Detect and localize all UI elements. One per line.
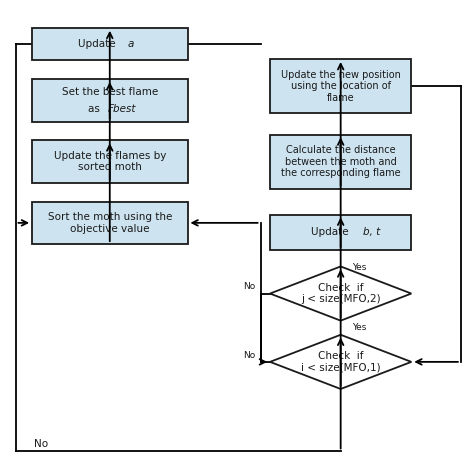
Text: No: No bbox=[35, 439, 48, 449]
Text: Set the best flame: Set the best flame bbox=[62, 87, 158, 97]
FancyBboxPatch shape bbox=[32, 79, 188, 121]
Text: a: a bbox=[128, 39, 134, 49]
FancyBboxPatch shape bbox=[270, 215, 411, 250]
Text: Check  if
i < size(MFO,1): Check if i < size(MFO,1) bbox=[301, 351, 381, 373]
Text: No: No bbox=[244, 282, 256, 291]
Text: Calculate the distance
between the moth and
the corresponding flame: Calculate the distance between the moth … bbox=[281, 145, 401, 178]
Text: No: No bbox=[244, 350, 256, 359]
Text: Yes: Yes bbox=[353, 323, 367, 332]
Text: Yes: Yes bbox=[353, 263, 367, 272]
Text: Sort the moth using the
objective value: Sort the moth using the objective value bbox=[47, 212, 172, 234]
FancyBboxPatch shape bbox=[270, 135, 411, 189]
Text: as: as bbox=[88, 104, 103, 114]
Text: Update the flames by
sorted moth: Update the flames by sorted moth bbox=[54, 151, 166, 173]
FancyBboxPatch shape bbox=[32, 201, 188, 244]
Text: Update: Update bbox=[311, 228, 352, 237]
FancyBboxPatch shape bbox=[32, 140, 188, 183]
Text: Fbest: Fbest bbox=[107, 104, 136, 114]
FancyBboxPatch shape bbox=[270, 59, 411, 113]
Text: Update the new position
using the location of
flame: Update the new position using the locati… bbox=[281, 70, 401, 103]
Text: b, t: b, t bbox=[363, 228, 380, 237]
Text: Check  if
j < size(MFO,2): Check if j < size(MFO,2) bbox=[301, 283, 381, 304]
Polygon shape bbox=[270, 266, 411, 320]
Text: Update: Update bbox=[78, 39, 118, 49]
Polygon shape bbox=[270, 335, 411, 389]
FancyBboxPatch shape bbox=[32, 28, 188, 60]
